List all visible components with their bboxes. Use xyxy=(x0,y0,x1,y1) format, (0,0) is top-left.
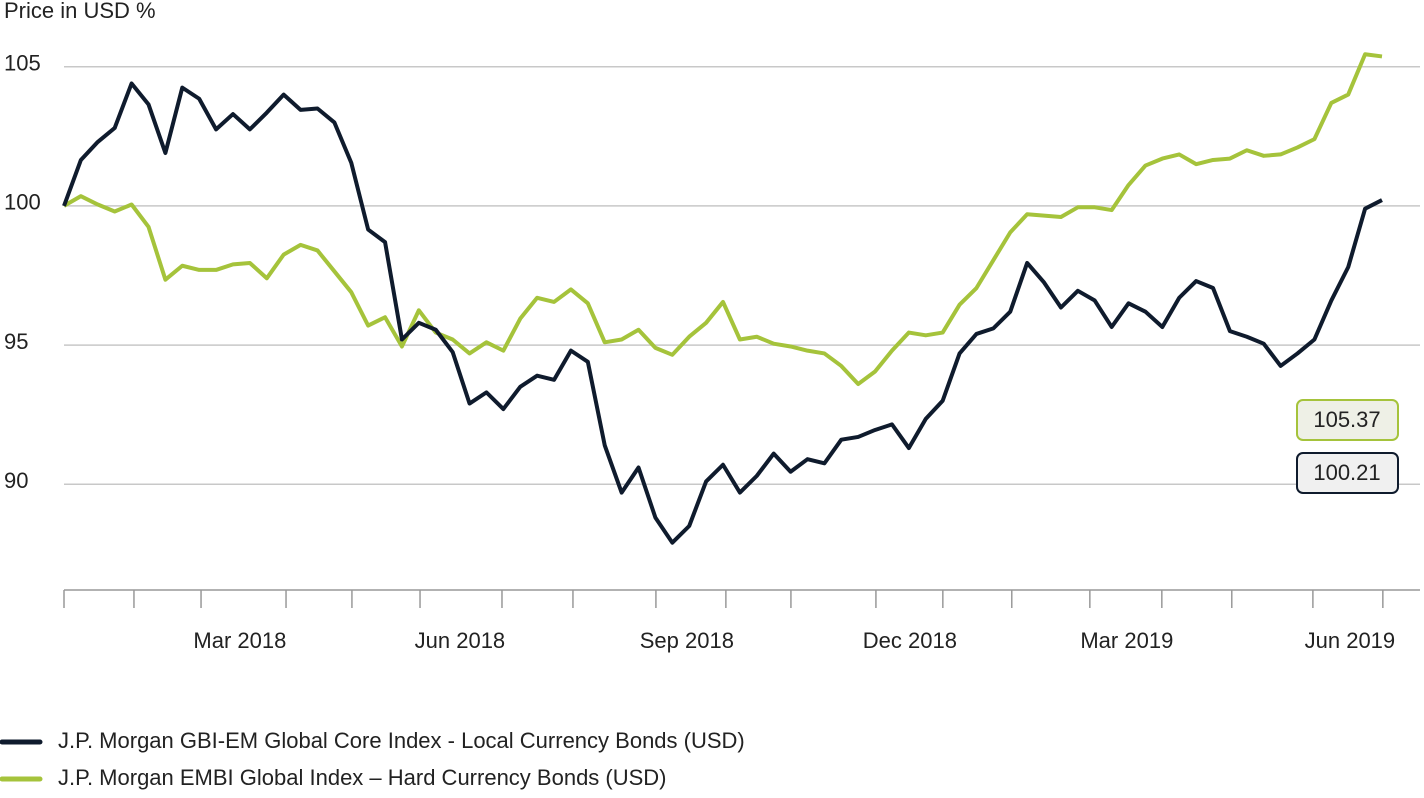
x-tick-label: Mar 2018 xyxy=(193,628,286,653)
end-label-box xyxy=(1296,452,1399,494)
x-tick-label: Sep 2018 xyxy=(640,628,734,653)
x-tick-label: Mar 2019 xyxy=(1080,628,1173,653)
y-axis-label: Price in USD % xyxy=(4,0,156,23)
y-tick-label: 95 xyxy=(4,329,28,354)
y-tick-label: 105 xyxy=(4,51,41,76)
end-label: 100.21 xyxy=(1313,460,1380,485)
x-tick-label: Dec 2018 xyxy=(863,628,957,653)
y-tick-label: 90 xyxy=(4,468,28,493)
end-label: 105.37 xyxy=(1313,407,1380,432)
end-label-box xyxy=(1296,399,1399,441)
legend-label: J.P. Morgan GBI-EM Global Core Index - L… xyxy=(58,728,745,753)
legend-label: J.P. Morgan EMBI Global Index – Hard Cur… xyxy=(58,765,667,790)
x-tick-label: Jun 2019 xyxy=(1305,628,1396,653)
y-tick-label: 100 xyxy=(4,190,41,215)
series-line xyxy=(62,81,1383,545)
series-line xyxy=(63,52,1383,387)
x-tick-label: Jun 2018 xyxy=(415,628,506,653)
